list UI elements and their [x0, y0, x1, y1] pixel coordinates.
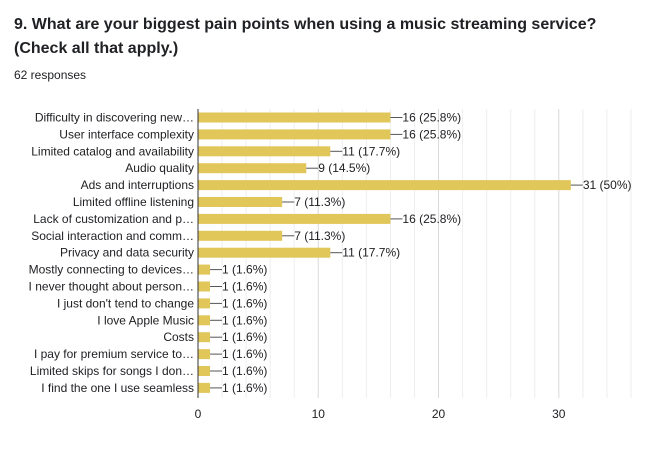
bar	[198, 230, 283, 241]
category-label: Privacy and data security	[60, 246, 194, 260]
bar	[198, 180, 571, 191]
category-label: I never thought about person…	[29, 280, 194, 294]
data-label: 1 (1.6%)	[222, 347, 267, 361]
data-label: 9 (14.5%)	[318, 161, 370, 175]
bar	[198, 163, 307, 174]
data-label: 1 (1.6%)	[222, 330, 267, 344]
x-tick-label: 30	[552, 407, 566, 421]
grid-lines	[221, 109, 632, 398]
category-label: Difficulty in discovering new…	[35, 111, 194, 125]
bar	[198, 146, 331, 157]
data-label: 11 (17.7%)	[342, 144, 400, 158]
data-label: 1 (1.6%)	[222, 364, 267, 378]
bar	[198, 213, 391, 224]
category-label: I just don't tend to change	[57, 296, 194, 310]
category-label: Costs	[163, 330, 194, 344]
bar	[198, 247, 331, 258]
data-label: 1 (1.6%)	[222, 381, 267, 395]
x-tick-label: 20	[432, 407, 446, 421]
category-label: Audio quality	[125, 161, 194, 175]
bar	[198, 332, 211, 343]
data-label: 1 (1.6%)	[222, 313, 267, 327]
category-label: User interface complexity	[59, 127, 194, 141]
category-label: I find the one I use seamless	[41, 381, 194, 395]
category-label: Limited catalog and availability	[31, 144, 194, 158]
data-label: 1 (1.6%)	[222, 280, 267, 294]
data-label: 7 (11.3%)	[294, 229, 345, 243]
category-label: Ads and interruptions	[81, 178, 194, 192]
bar	[198, 264, 211, 275]
data-label: 1 (1.6%)	[222, 296, 267, 310]
x-tick-label: 10	[312, 407, 326, 421]
data-label: 16 (25.8%)	[402, 212, 461, 226]
data-label: 16 (25.8%)	[402, 127, 461, 141]
category-label: Lack of customization and p…	[33, 212, 194, 226]
labels: 0 10 20 30 Difficulty in discovering new… 16 …	[29, 111, 632, 422]
data-label: 11 (17.7%)	[342, 246, 400, 260]
bar	[198, 382, 211, 393]
bar	[198, 112, 391, 123]
category-label: Limited skips for songs I don…	[30, 364, 194, 378]
bar	[198, 349, 211, 360]
data-label: 16 (25.8%)	[402, 111, 461, 125]
category-label: I love Apple Music	[97, 313, 194, 327]
bar	[198, 366, 211, 376]
category-label: Limited offline listening	[73, 195, 194, 209]
data-label: 1 (1.6%)	[222, 263, 267, 277]
response-count: 62 responses	[14, 68, 87, 82]
category-label: Mostly connecting to devices…	[29, 263, 194, 277]
bar	[198, 281, 211, 292]
data-label: 7 (11.3%)	[294, 195, 345, 209]
category-label: I pay for premium service to…	[34, 347, 194, 361]
bar	[198, 315, 211, 326]
bar	[198, 197, 283, 207]
data-label: 31 (50%)	[583, 178, 632, 192]
bar	[198, 298, 211, 309]
bars	[198, 112, 571, 393]
bar	[198, 129, 391, 140]
category-label: Social interaction and comm…	[31, 229, 194, 243]
question-title: 9. What are your biggest pain points whe…	[14, 16, 597, 57]
x-tick-label: 0	[195, 407, 202, 421]
